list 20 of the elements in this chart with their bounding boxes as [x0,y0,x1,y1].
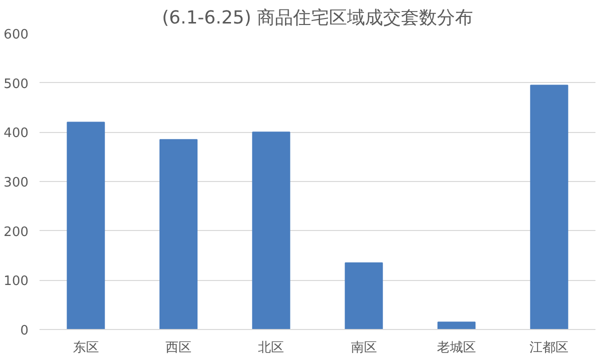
x-tick-label: 江都区 [530,340,569,356]
bar [252,132,290,330]
bar [344,262,383,330]
x-tick-label: 南区 [350,340,377,356]
x-tick-label: 西区 [166,340,192,356]
x-tick-label: 老城区 [437,340,476,356]
chart-title: (6.1-6.25) 商品住宅区域成交套数分布 [162,8,473,28]
bar [530,84,568,330]
x-tick-label: 东区 [72,340,99,356]
y-tick-label: 300 [4,176,29,190]
y-tick-label: 500 [4,76,29,92]
y-tick-label: 200 [4,224,29,240]
bar [159,139,198,330]
bar [437,322,476,330]
bar [66,122,105,330]
x-tick-label: 北区 [258,340,284,356]
y-tick-label: 400 [4,126,29,142]
y-tick-label: 600 [4,28,29,42]
y-tick-label: 0 [20,324,29,338]
y-tick-label: 100 [4,274,29,290]
